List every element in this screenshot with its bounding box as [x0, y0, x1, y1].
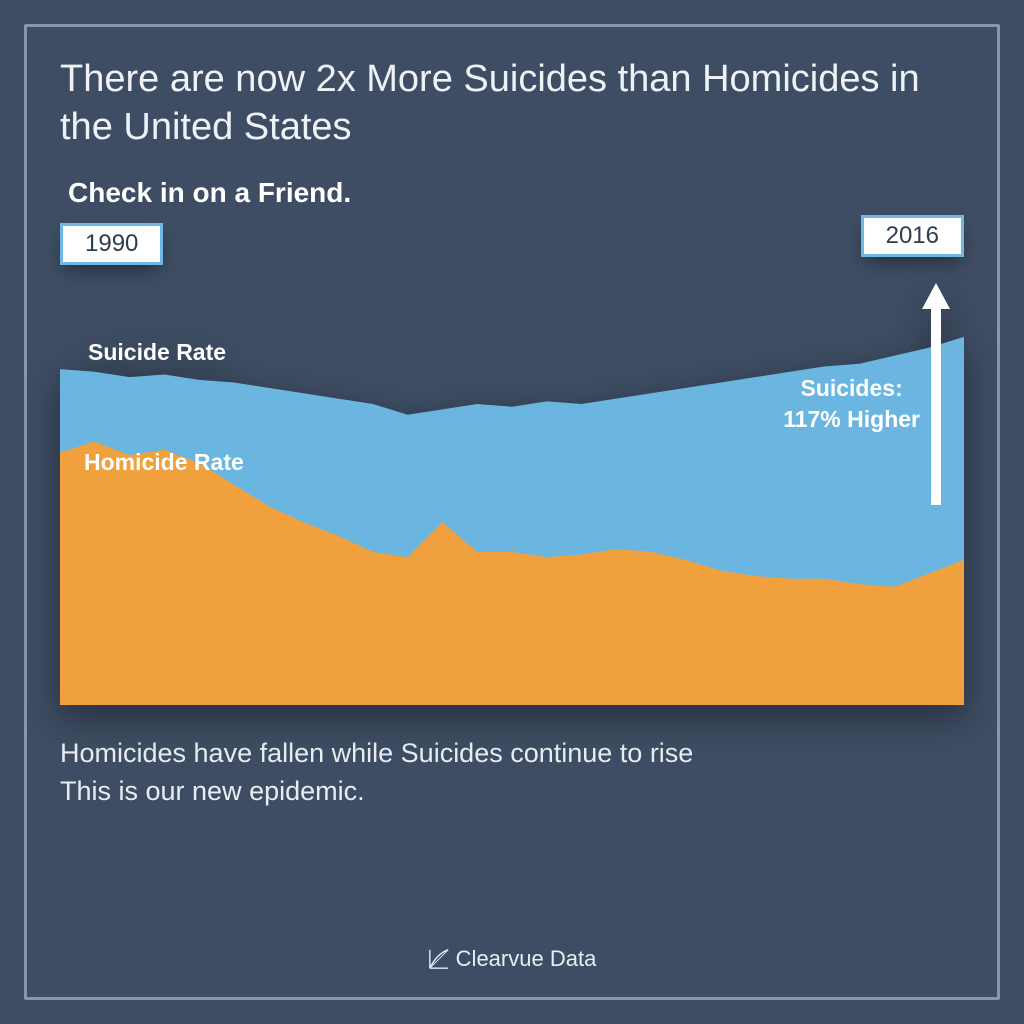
year-end-pill: 2016 [861, 215, 964, 257]
brand-name: Clearvue Data [456, 946, 597, 972]
subtitle: Check in on a Friend. [68, 177, 964, 209]
callout-text: Suicides: 117% Higher [783, 373, 920, 435]
caption: Homicides have fallen while Suicides con… [60, 735, 964, 811]
year-start-pill: 1990 [60, 223, 163, 265]
arrow-head [922, 283, 950, 309]
brand-logo-icon [428, 948, 450, 970]
caption-line2: This is our new epidemic. [60, 773, 964, 811]
caption-line1: Homicides have fallen while Suicides con… [60, 735, 964, 773]
year-row: 1990 2016 [60, 223, 964, 273]
series-label-homicide: Homicide Rate [84, 449, 244, 476]
footer: Clearvue Data [60, 946, 964, 976]
content-area: There are now 2x More Suicides than Homi… [24, 24, 1000, 1000]
series-label-suicide: Suicide Rate [88, 339, 226, 366]
area-chart: Suicide Rate Homicide Rate Suicides: 117… [60, 275, 964, 705]
callout-line2: 117% Higher [783, 404, 920, 435]
main-title: There are now 2x More Suicides than Homi… [60, 56, 964, 151]
arrow-shaft [931, 309, 941, 505]
arrow-up-icon [922, 283, 950, 505]
callout-line1: Suicides: [783, 373, 920, 404]
